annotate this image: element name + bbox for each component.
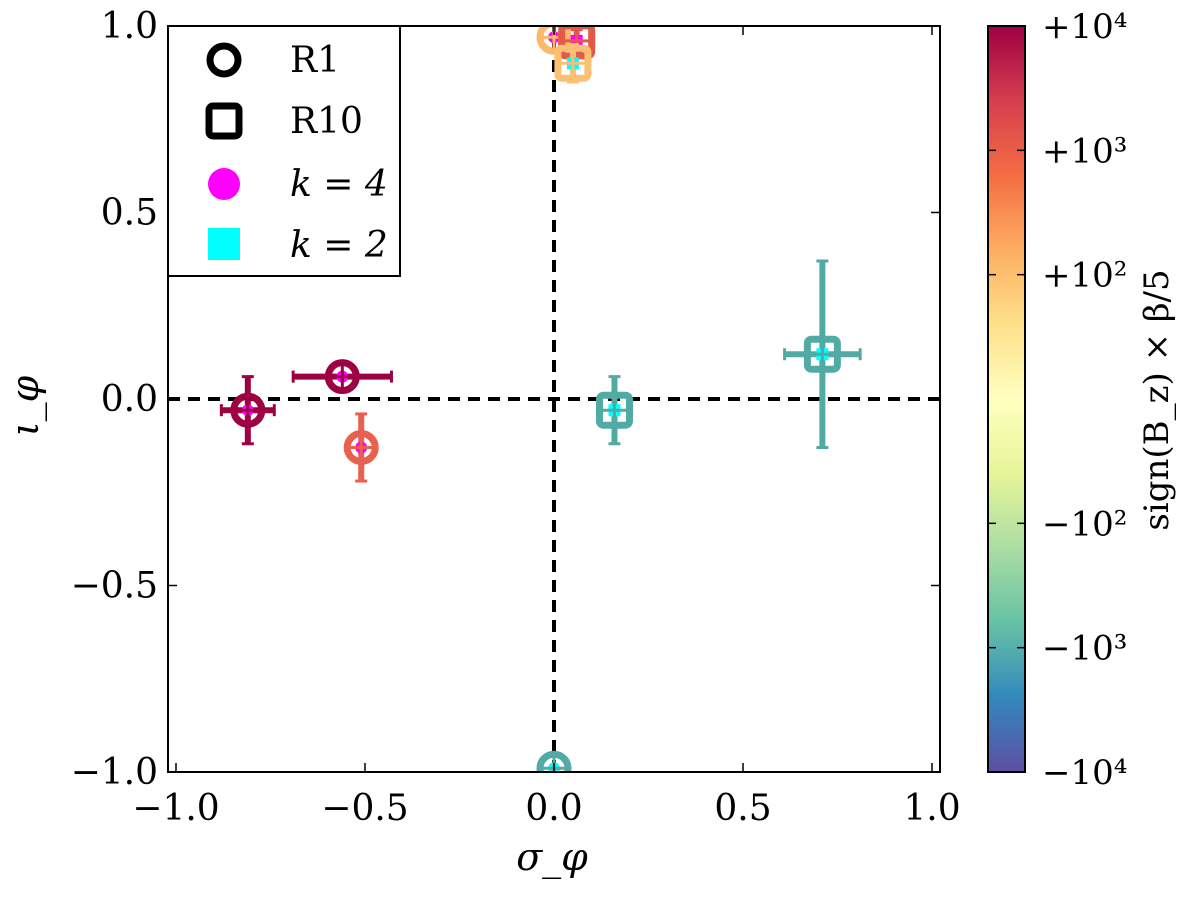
- colorbar-bar: [987, 25, 1026, 773]
- data-point: [554, 43, 592, 84]
- colorbar-tick-label: −10⁴: [1042, 753, 1127, 793]
- colorbar-tick-label: −10²: [1042, 504, 1127, 544]
- colorbar-tick-label: +10⁴: [1042, 7, 1127, 47]
- plot-area: [168, 26, 940, 772]
- x-tick-label: 0.5: [714, 788, 771, 829]
- colorbar: +10⁴ +10³ +10² −10² −10³ −10⁴ sign(B_z) × β/5: [987, 7, 1177, 793]
- x-tick-label: 1.0: [903, 788, 960, 829]
- legend-box: [167, 25, 401, 277]
- data-point: [291, 359, 393, 395]
- x-tick-label: 0.0: [525, 788, 582, 829]
- data-point: [783, 259, 862, 449]
- x-tick-label: −1.0: [132, 788, 219, 829]
- x-axis-label: σ_φ: [516, 835, 588, 880]
- y-tick-label: −0.5: [71, 566, 158, 607]
- colorbar-tick-label: +10²: [1042, 256, 1127, 296]
- legend-marker-r1: [206, 42, 242, 78]
- legend-marker-k2: [208, 228, 240, 260]
- colorbar-ticks: +10⁴ +10³ +10² −10² −10³ −10⁴: [988, 7, 1127, 793]
- legend-marker-r10: [205, 102, 243, 140]
- y-tick-label: 1.0: [101, 6, 158, 47]
- data-point: [558, 26, 596, 60]
- colorbar-tick-label: +10³: [1042, 131, 1127, 171]
- axis-ticks: −1.0 −0.5 0.0 0.5 1.0 −1.0 −0.5 0.0 0.5 1.0: [71, 6, 961, 829]
- data-point: [595, 375, 633, 446]
- marker-square: [554, 44, 592, 82]
- legend-marker-k4: [208, 168, 240, 200]
- data-point: [219, 375, 276, 446]
- legend-label-r10: R10: [290, 101, 363, 142]
- marker-square: [595, 391, 633, 429]
- colorbar-tick-label: −10³: [1042, 629, 1127, 669]
- data-point: [343, 412, 379, 483]
- data-points: [219, 26, 862, 772]
- y-axis-label: ι_φ: [3, 375, 48, 436]
- y-tick-label: 0.5: [101, 193, 158, 234]
- marker-square: [803, 335, 841, 373]
- y-tick-label: 0.0: [101, 379, 158, 420]
- legend-label-k4: k = 4: [290, 164, 388, 205]
- marker-square: [558, 26, 596, 60]
- x-tick-label: −0.5: [321, 788, 408, 829]
- colorbar-label: sign(B_z) × β/5: [1137, 269, 1177, 530]
- legend-label-r1: R1: [290, 40, 340, 81]
- legend: R1 R10 k = 4 k = 2: [167, 25, 401, 277]
- legend-label-k2: k = 2: [290, 225, 388, 266]
- y-tick-label: −1.0: [71, 752, 158, 793]
